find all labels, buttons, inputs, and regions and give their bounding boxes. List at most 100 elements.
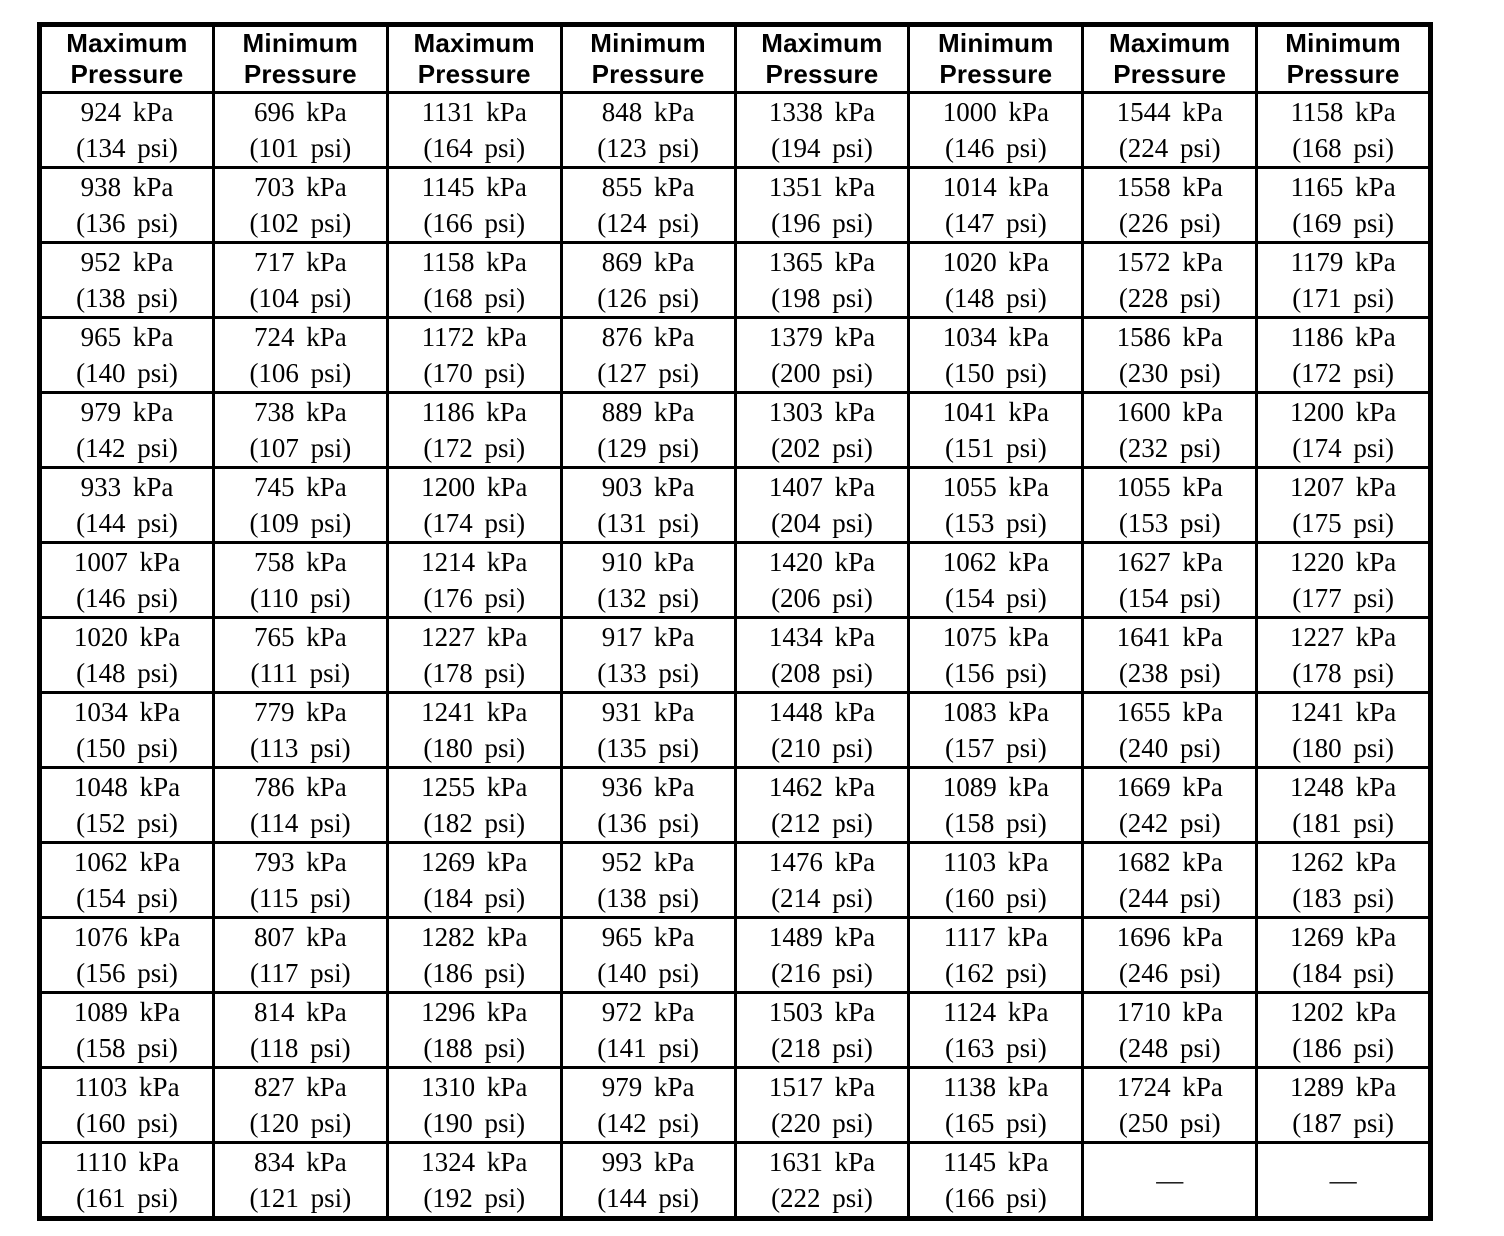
pressure-cell: 1710 kPa (248 psi) — [1081, 991, 1259, 1069]
kpa-value: 924 kPa — [80, 97, 174, 127]
pressure-cell: 848 kPa (123 psi) — [559, 91, 737, 169]
psi-value: (133 psi) — [597, 658, 699, 688]
psi-value: (146 psi) — [76, 583, 178, 613]
psi-value: (134 psi) — [76, 133, 178, 163]
psi-value: (160 psi) — [76, 1108, 178, 1138]
pressure-cell: 1476 kPa (214 psi) — [733, 841, 911, 919]
pressure-cell: 1014 kPa (147 psi) — [907, 166, 1085, 244]
pressure-cell: 1158 kPa (168 psi) — [385, 241, 563, 319]
kpa-value: 1103 kPa — [943, 847, 1049, 877]
kpa-value: 1020 kPa — [942, 247, 1049, 277]
psi-value: (204 psi) — [771, 508, 873, 538]
table-row: 933 kPa (144 psi) 745 kPa (109 psi) 1200 kPa… — [38, 466, 1432, 544]
kpa-value: 903 kPa — [601, 472, 695, 502]
column-header-text: Maximum — [761, 28, 883, 58]
psi-value: (184 psi) — [423, 883, 526, 913]
psi-value: (118 psi) — [249, 1033, 351, 1063]
psi-value: (142 psi) — [76, 433, 178, 463]
pressure-cell: 1165 kPa (169 psi) — [1255, 166, 1432, 244]
pressure-cell: 1089 kPa (158 psi) — [38, 991, 215, 1069]
kpa-value: 1303 kPa — [768, 397, 876, 427]
kpa-value: 1631 kPa — [768, 1147, 876, 1177]
pressure-cell: 1248 kPa (181 psi) — [1255, 766, 1432, 844]
pressure-cell: 1020 kPa (148 psi) — [38, 616, 215, 694]
table-body: 924 kPa (134 psi) 696 kPa (101 psi) 1131 kPa… — [38, 91, 1432, 1220]
kpa-value: 738 kPa — [253, 397, 347, 427]
kpa-value: 1324 kPa — [421, 1147, 528, 1177]
pressure-cell: 1448 kPa (210 psi) — [733, 691, 911, 769]
kpa-value: 1544 kPa — [1116, 97, 1223, 127]
psi-value: (176 psi) — [423, 583, 526, 613]
pressure-cell: 1379 kPa (200 psi) — [733, 316, 911, 394]
kpa-value: 1669 kPa — [1116, 772, 1223, 802]
kpa-value: 1379 kPa — [768, 322, 876, 352]
kpa-value: 1517 kPa — [768, 1072, 876, 1102]
kpa-value: 1420 kPa — [768, 547, 876, 577]
pressure-cell: 1034 kPa (150 psi) — [907, 316, 1085, 394]
table-row: 1034 kPa (150 psi) 779 kPa (113 psi) 1241 kP… — [38, 691, 1432, 769]
kpa-value: 1682 kPa — [1116, 847, 1223, 877]
kpa-value: 936 kPa — [601, 772, 695, 802]
pressure-cell: 1724 kPa (250 psi) — [1081, 1066, 1259, 1144]
psi-value: (187 psi) — [1292, 1108, 1394, 1138]
psi-value: (140 psi) — [597, 958, 699, 988]
kpa-value: 1103 kPa — [74, 1072, 180, 1102]
psi-value: (192 psi) — [423, 1183, 526, 1213]
psi-value: (151 psi) — [944, 433, 1047, 463]
table-row: 965 kPa (140 psi) 724 kPa (106 psi) 1172 kPa… — [38, 316, 1432, 394]
psi-value: (166 psi) — [944, 1183, 1047, 1213]
kpa-value: 1034 kPa — [73, 697, 181, 727]
pressure-cell: 1669 kPa (242 psi) — [1081, 766, 1259, 844]
psi-value: (127 psi) — [597, 358, 699, 388]
pressure-cell: 1407 kPa (204 psi) — [733, 466, 911, 544]
kpa-value: 965 kPa — [601, 922, 695, 952]
pressure-cell: 1338 kPa (194 psi) — [733, 91, 911, 169]
kpa-value: 1462 kPa — [768, 772, 876, 802]
kpa-value: 1289 kPa — [1289, 1072, 1397, 1102]
psi-value: (246 psi) — [1118, 958, 1221, 988]
kpa-value: 1282 kPa — [421, 922, 528, 952]
kpa-value: 1227 kPa — [421, 622, 528, 652]
pressure-cell: 834 kPa (121 psi) — [211, 1141, 389, 1220]
pressure-cell: 1007 kPa (146 psi) — [38, 541, 215, 619]
psi-value: (138 psi) — [76, 283, 178, 313]
kpa-value: 1572 kPa — [1116, 247, 1223, 277]
pressure-cell: 1655 kPa (240 psi) — [1081, 691, 1259, 769]
psi-value: (154 psi) — [1118, 583, 1221, 613]
pressure-cell: 1124 kPa (163 psi) — [907, 991, 1085, 1069]
psi-value: (115 psi) — [249, 883, 351, 913]
column-header-text: Pressure — [765, 59, 879, 89]
psi-value: (174 psi) — [423, 508, 526, 538]
pressure-cell: 1586 kPa (230 psi) — [1081, 316, 1259, 394]
kpa-value: 1214 kPa — [421, 547, 528, 577]
pressure-cell: 1103 kPa (160 psi) — [38, 1066, 215, 1144]
psi-value: (121 psi) — [249, 1183, 352, 1213]
psi-value: (232 psi) — [1118, 433, 1221, 463]
psi-value: (110 psi) — [249, 583, 351, 613]
psi-value: (182 psi) — [423, 808, 526, 838]
pressure-cell: 1489 kPa (216 psi) — [733, 916, 911, 994]
psi-value: (186 psi) — [423, 958, 526, 988]
pressure-cell: 1220 kPa (177 psi) — [1255, 541, 1432, 619]
pressure-cell: 936 kPa (136 psi) — [559, 766, 737, 844]
pressure-cell: 1020 kPa (148 psi) — [907, 241, 1085, 319]
table-row: 924 kPa (134 psi) 696 kPa (101 psi) 1131 kPa… — [38, 91, 1432, 169]
pressure-cell: 1145 kPa (166 psi) — [907, 1141, 1085, 1220]
psi-value: (202 psi) — [771, 433, 873, 463]
kpa-value: 1007 kPa — [73, 547, 181, 577]
pressure-cell: 1296 kPa (188 psi) — [385, 991, 563, 1069]
column-header-minimum-3: Minimum Pressure — [559, 23, 737, 94]
pressure-cell: 1207 kPa (175 psi) — [1255, 466, 1432, 544]
pressure-cell: 855 kPa (124 psi) — [559, 166, 737, 244]
column-header-maximum-6: Maximum Pressure — [1081, 23, 1259, 94]
kpa-value: 1696 kPa — [1116, 922, 1223, 952]
psi-value: (162 psi) — [944, 958, 1047, 988]
kpa-value: 1179 kPa — [1290, 247, 1396, 277]
table-row: 1110 kPa (161 psi) 834 kPa (121 psi) 1324 kP… — [38, 1141, 1432, 1220]
kpa-value: 1586 kPa — [1116, 322, 1223, 352]
pressure-cell: 965 kPa (140 psi) — [38, 316, 215, 394]
kpa-value: 1558 kPa — [1116, 172, 1223, 202]
pressure-cell: 1062 kPa (154 psi) — [907, 541, 1085, 619]
psi-value: (250 psi) — [1118, 1108, 1221, 1138]
kpa-value: 1055 kPa — [1116, 472, 1223, 502]
